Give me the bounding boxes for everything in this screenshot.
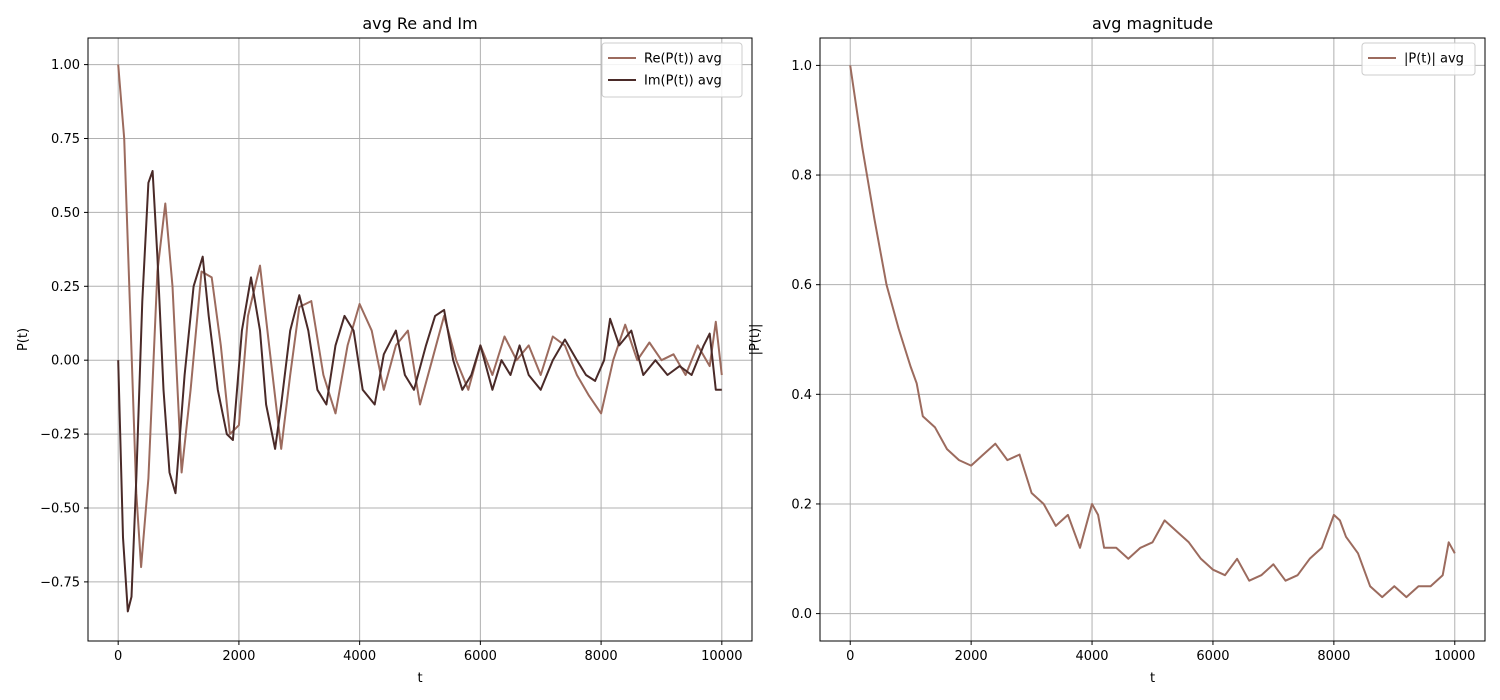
axes-frame: [87, 37, 753, 642]
legend-box: [1361, 42, 1476, 76]
y-tick-label: 0.8: [791, 169, 812, 184]
legend: Re(P(t)) avg Im(P(t)) avg: [601, 42, 743, 98]
legend-label-0: |P(t)| avg: [1404, 52, 1464, 67]
x-tick-label: 4000: [1075, 649, 1108, 664]
y-tick-label: 0.4: [791, 388, 812, 403]
legend-box: [601, 42, 743, 98]
y-tick-label: −0.25: [40, 428, 80, 443]
y-tick-label: 0.6: [791, 278, 812, 293]
y-tick-label: 0.00: [51, 354, 80, 369]
chart-re-im: 0 2000 4000 6000 8000 10000 −0.75 −0.50 −0.25 0.0…: [16, 14, 753, 686]
y-tick-label: 0.2: [791, 497, 812, 512]
x-tick-label: 8000: [585, 649, 618, 664]
chart-magnitude: 0 2000 4000 6000 8000 10000 0.0 0.2 0.4 0.6 0.8 1.0…: [748, 14, 1486, 686]
y-tick-label: 1.0: [791, 59, 812, 74]
chart-title: avg magnitude: [1092, 14, 1213, 33]
y-tick-label: 0.25: [51, 280, 80, 295]
x-tick-label: 6000: [1196, 649, 1229, 664]
y-tick-label: −0.75: [40, 575, 80, 590]
plot-area: [820, 38, 1485, 641]
legend-label-1: Im(P(t)) avg: [644, 74, 722, 89]
x-axis-label: t: [417, 671, 422, 686]
legend-label-0: Re(P(t)) avg: [644, 52, 722, 67]
chart-title: avg Re and Im: [362, 14, 477, 33]
axes-frame: [819, 37, 1486, 642]
x-tick-label: 10000: [1434, 649, 1475, 664]
x-tick-label: 10000: [701, 649, 742, 664]
y-axis-label: P(t): [16, 328, 31, 351]
x-tick-label: 2000: [955, 649, 988, 664]
y-tick-label: 0.75: [51, 132, 80, 147]
y-axis-label: |P(t)|: [748, 324, 763, 356]
x-tick-label: 0: [114, 649, 122, 664]
y-tick-label: 0.0: [791, 607, 812, 622]
legend: |P(t)| avg: [1361, 42, 1476, 76]
series-line-1: [117, 170, 722, 613]
x-tick-label: 4000: [343, 649, 376, 664]
x-tick-label: 2000: [222, 649, 255, 664]
y-tick-label: −0.50: [40, 501, 80, 516]
y-tick-label: 0.50: [51, 206, 80, 221]
x-axis-label: t: [1150, 671, 1155, 686]
x-tick-label: 0: [846, 649, 854, 664]
series-line-0: [849, 65, 1456, 599]
x-tick-label: 8000: [1317, 649, 1350, 664]
y-tick-label: 1.00: [51, 58, 80, 73]
x-tick-label: 6000: [464, 649, 497, 664]
